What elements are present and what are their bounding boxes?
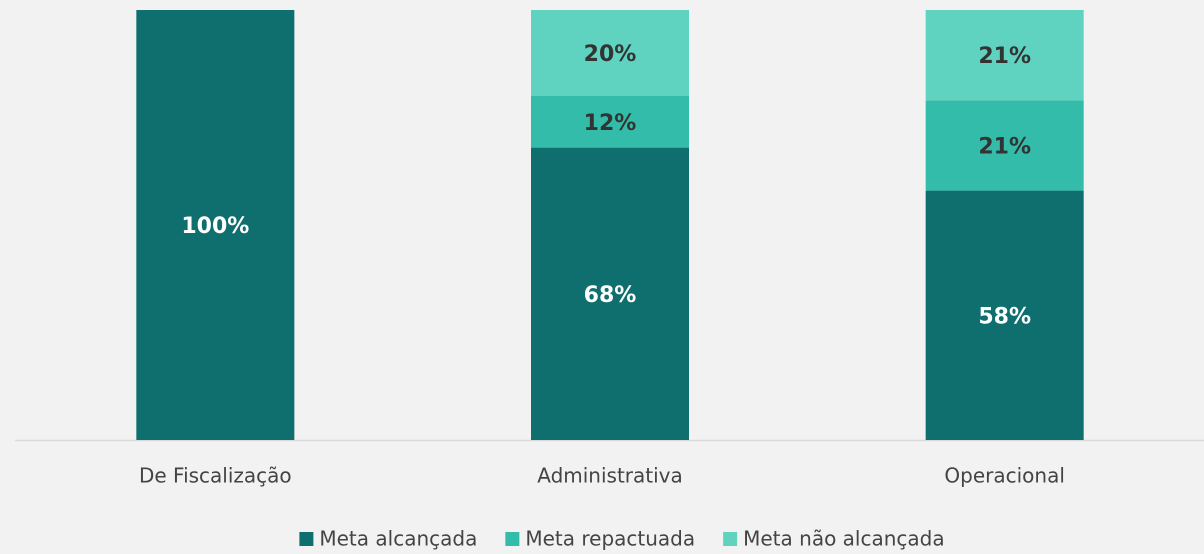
data-label: 21% [978, 44, 1031, 69]
legend-swatch [723, 532, 738, 546]
legend-label: Meta repactuada [525, 527, 695, 551]
legend-label: Meta não alcançada [743, 527, 944, 551]
legend-swatch [505, 532, 520, 546]
bar-segment [531, 96, 689, 148]
data-label: 20% [584, 42, 637, 67]
bar-segment [531, 10, 689, 96]
x-tick-label: De Fiscalização [139, 464, 292, 488]
bar-segment [136, 10, 295, 440]
data-label: 100% [181, 214, 249, 239]
bar-segment [925, 100, 1084, 191]
x-tick-label: Operacional [944, 464, 1065, 488]
legend-label: Meta alcançada [319, 527, 477, 551]
bar-segment [531, 147, 689, 440]
x-tick-label: Administrativa [537, 464, 683, 488]
legend-swatch [299, 532, 314, 546]
data-label: 58% [978, 304, 1031, 329]
data-label: 12% [584, 111, 637, 136]
data-label: 21% [978, 134, 1031, 159]
bar-segment [925, 190, 1084, 440]
bar-segment [925, 10, 1084, 101]
data-label: 68% [584, 283, 637, 308]
